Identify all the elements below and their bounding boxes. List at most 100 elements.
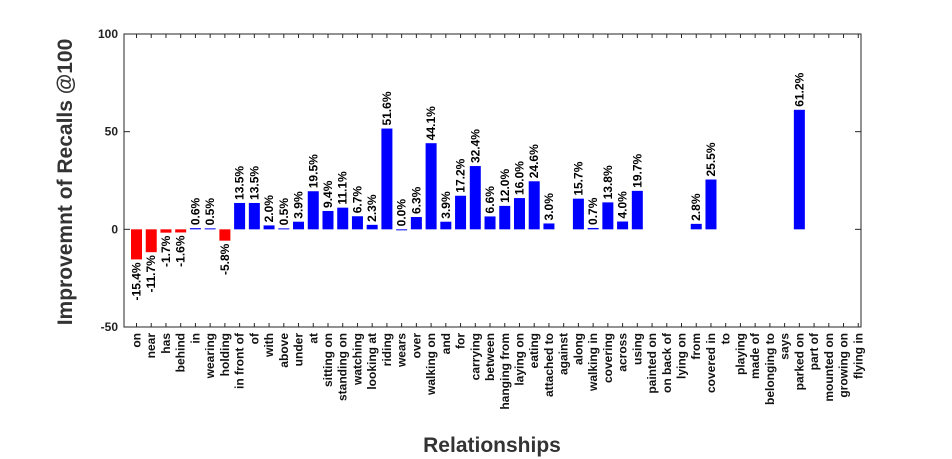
x-tick-label: walking in: [586, 333, 600, 392]
data-label: 0.7%: [586, 197, 600, 225]
x-tick-label: covering: [601, 333, 615, 383]
x-tick-label: riding: [380, 333, 394, 366]
bar: [631, 190, 643, 230]
data-label: 2.0%: [262, 195, 276, 223]
x-tick-label: says: [778, 333, 792, 360]
x-tick-label: for: [454, 333, 468, 349]
x-tick-label: with: [262, 333, 276, 358]
data-label: 13.5%: [233, 166, 247, 200]
bar: [381, 128, 393, 230]
x-tick-label: painted on: [645, 333, 659, 394]
x-tick-label: wearing: [203, 333, 217, 379]
data-label: 12.0%: [498, 169, 512, 203]
bar: [690, 223, 702, 230]
x-tick-label: carrying: [468, 333, 482, 380]
x-tick-label: part of: [807, 332, 821, 370]
bar: [278, 228, 290, 230]
data-label: -5.8%: [218, 243, 232, 275]
x-tick-label: has: [159, 333, 173, 354]
bar: [410, 217, 422, 230]
y-tick-label: 100: [98, 27, 118, 41]
x-tick-label: made of: [748, 332, 762, 379]
data-label: 19.5%: [306, 154, 320, 188]
data-label: -15.4%: [130, 262, 144, 300]
data-label: 16.0%: [512, 161, 526, 195]
x-tick-label: covered in: [704, 333, 718, 393]
data-label: 3.9%: [439, 191, 453, 219]
x-tick-label: between: [483, 333, 497, 381]
data-label: -1.6%: [174, 235, 188, 267]
data-labels: -15.4% -11.7%-1.7% -1.6%0.6% 0.5%-5.8%13.5%…: [130, 72, 807, 300]
data-label: 4.0%: [616, 191, 630, 219]
x-tick-label: against: [557, 333, 571, 375]
x-tick-label: on: [130, 333, 144, 348]
x-tick-label: at: [306, 333, 320, 344]
data-label: 3.0%: [542, 193, 556, 221]
bar: [337, 207, 349, 230]
data-label: 6.3%: [409, 186, 423, 214]
bar: [322, 210, 334, 230]
data-label: 13.5%: [247, 166, 261, 200]
x-tick-label: in: [188, 333, 202, 344]
x-tick-label: playing: [733, 333, 747, 375]
data-label: 19.7%: [630, 153, 644, 187]
bar: [234, 202, 246, 230]
plot-area: [123, 33, 862, 328]
x-tick-label: above: [277, 333, 291, 368]
bar: [366, 224, 378, 230]
y-axis: -50 0 50 100: [98, 27, 861, 334]
bar: [513, 198, 525, 230]
bar: [160, 229, 172, 233]
data-label: 0.5%: [277, 198, 291, 226]
x-tick-label: growing on: [837, 333, 851, 398]
x-tick-label: along: [571, 333, 585, 365]
bar: [440, 221, 452, 230]
x-tick-label: looking at: [365, 333, 379, 390]
x-tick-label: attached to: [542, 333, 556, 397]
bar: [248, 202, 260, 230]
data-label: 51.6%: [380, 91, 394, 125]
x-tick-label: standing on: [336, 333, 350, 401]
bar: [455, 195, 467, 230]
y-tick-label: 0: [111, 222, 118, 236]
bar: [602, 202, 614, 230]
x-tick-label: wears: [395, 333, 409, 368]
x-tick-label: using: [630, 333, 644, 365]
x-tick-label: lying on: [675, 333, 689, 379]
data-label: 17.2%: [454, 158, 468, 192]
bar: [572, 198, 584, 230]
y-tick-label: -50: [101, 320, 119, 334]
data-label: 0.6%: [188, 197, 202, 225]
x-tick-label: walking on: [424, 333, 438, 396]
x-tick-label: belonging to: [763, 333, 777, 405]
x-tick-label: and: [439, 333, 453, 354]
bar: [131, 229, 142, 260]
data-label: 2.8%: [689, 193, 703, 221]
data-label: 0.0%: [395, 199, 409, 227]
bars: [131, 109, 805, 260]
x-tick-label: over: [409, 333, 423, 359]
data-label: 25.5%: [704, 142, 718, 176]
data-label: 6.6%: [483, 186, 497, 214]
data-label: -1.7%: [159, 235, 173, 267]
bar: [705, 179, 717, 230]
y-tick-label: 50: [105, 125, 119, 139]
x-tick-label: sitting on: [321, 333, 335, 387]
bar: [528, 181, 540, 230]
data-label: 3.9%: [292, 191, 306, 219]
data-label: 0.5%: [203, 198, 217, 226]
x-tick-label: near: [144, 333, 158, 359]
bar: [307, 191, 319, 230]
bar: [587, 227, 599, 230]
x-tick-label: in front of: [233, 332, 247, 389]
x-axis-title: Relationships: [423, 434, 561, 457]
x-tick-label: watching: [350, 333, 364, 386]
x-tick-label: eating: [527, 333, 541, 368]
data-label: 13.8%: [601, 165, 615, 199]
bar: [219, 229, 231, 241]
data-label: 61.2%: [792, 72, 806, 106]
bar: [145, 229, 157, 253]
bar: [499, 205, 511, 230]
x-tick-label: to: [719, 333, 733, 344]
x-tick-label: of: [247, 332, 261, 344]
